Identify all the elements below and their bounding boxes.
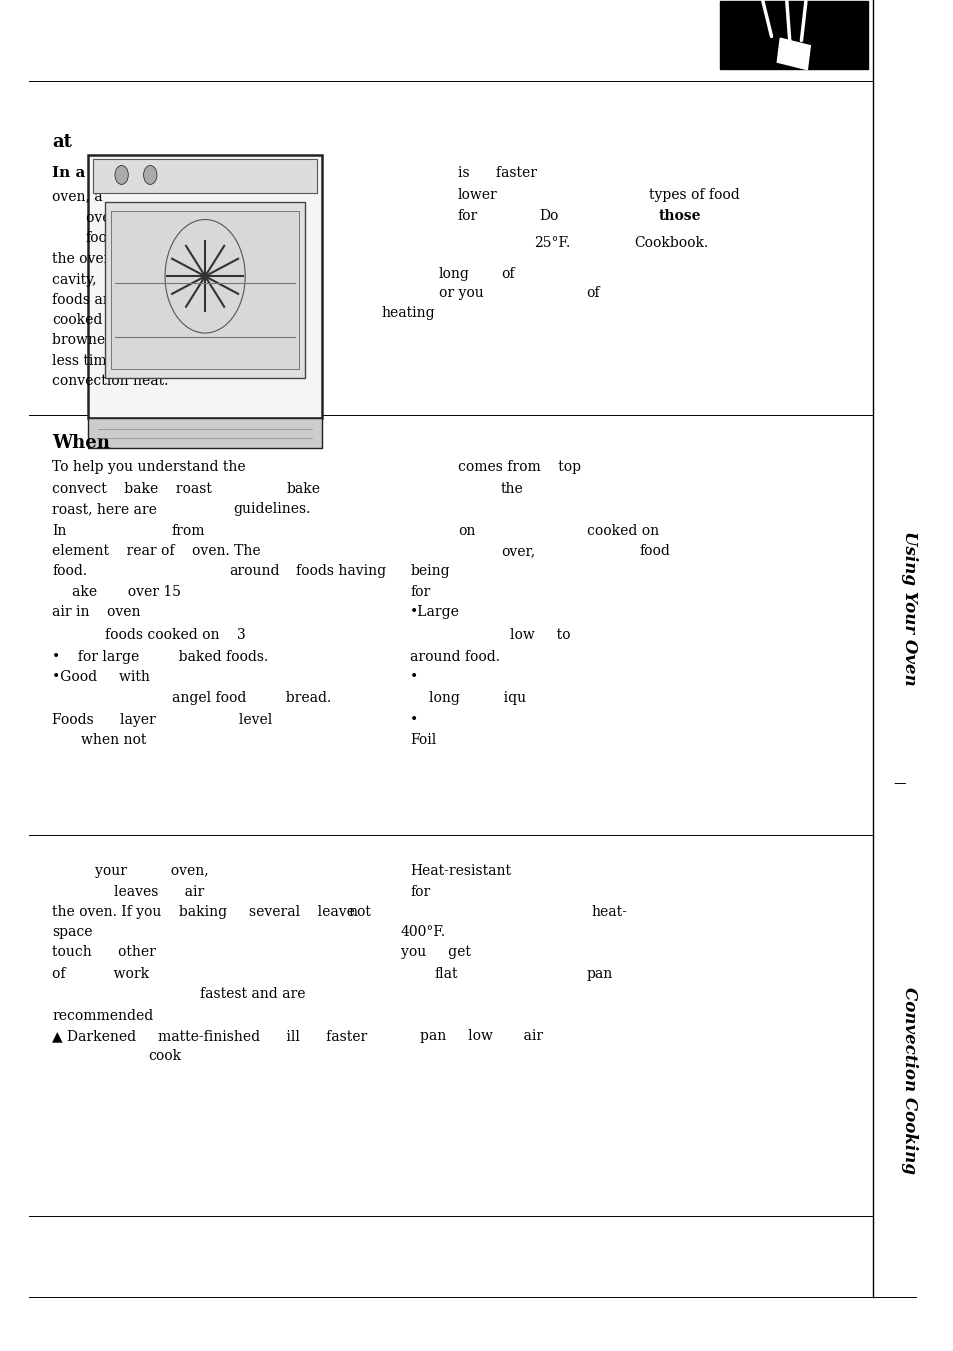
Text: when not: when not [81,734,147,747]
Text: those: those [658,209,700,223]
Text: roast, here are: roast, here are [52,503,157,516]
Text: Heat-resistant: Heat-resistant [410,865,511,878]
Text: 400°F.: 400°F. [400,925,445,939]
Text: element    rear of    oven. The: element rear of oven. The [52,544,261,558]
Text: around: around [229,565,279,578]
Text: for: for [410,885,430,898]
Text: •Large: •Large [410,605,459,619]
Text: lower: lower [457,188,497,201]
Bar [720,1,867,69]
Text: food.: food. [52,565,88,578]
Text: •: • [410,670,418,684]
Text: comes from    top: comes from top [457,461,580,474]
Text: cook: cook [148,1050,181,1063]
Bar [88,419,321,449]
Text: around food.: around food. [410,650,499,663]
Text: pan     low       air: pan low air [419,1029,542,1043]
Text: the: the [500,482,523,496]
Text: of: of [586,286,599,300]
Text: In a: In a [52,166,86,180]
Text: oven, a: oven, a [52,189,103,203]
Text: Cookbook.: Cookbook. [634,236,708,250]
Text: To help you understand the: To help you understand the [52,461,246,474]
Text: Convection Cooking: Convection Cooking [900,988,917,1174]
Text: your          oven,: your oven, [95,865,209,878]
Text: Foil: Foil [410,734,436,747]
Text: •    for large         baked foods.: • for large baked foods. [52,650,269,663]
Text: heat-: heat- [591,905,627,919]
Text: space: space [52,925,92,939]
Text: low     to: low to [510,628,570,642]
Text: types of food: types of food [648,188,739,201]
Text: —: — [892,777,905,790]
Text: over,: over, [500,544,535,558]
Text: guidelines.: guidelines. [233,503,311,516]
Text: of: of [500,267,514,281]
Text: or you: or you [438,286,483,300]
Text: is      faster: is faster [457,166,537,180]
Text: Using Your Oven: Using Your Oven [900,531,917,685]
Text: leaves      air: leaves air [114,885,205,898]
Text: angel food         bread.: angel food bread. [172,692,331,705]
Text: convection heat.: convection heat. [52,374,169,388]
Text: from: from [172,524,205,538]
Text: •: • [410,713,418,727]
Text: cooked: cooked [52,313,103,327]
Text: being: being [410,565,450,578]
Text: you     get: you get [400,946,470,959]
Text: When: When [52,434,111,453]
Text: the oven. If you    baking     several    leave: the oven. If you baking several leave [52,905,355,919]
Text: cavity,    a: cavity, a [52,273,123,286]
Text: the oven: the oven [52,253,113,266]
Bar [88,155,321,419]
Text: In: In [52,524,67,538]
Bar [92,159,316,193]
Text: ake       over 15: ake over 15 [71,585,180,598]
Bar [777,38,809,70]
Text: air in    oven: air in oven [52,605,141,619]
Text: Foods      layer                   level: Foods layer level [52,713,273,727]
Text: pan: pan [586,967,613,981]
Text: for: for [410,585,430,598]
Text: foods are: foods are [52,293,118,307]
Text: over, under and: over, under and [86,211,197,224]
Circle shape [143,166,156,185]
Text: touch      other: touch other [52,946,156,959]
Text: cooked on: cooked on [586,524,659,538]
Bar [111,211,298,369]
Text: not: not [348,905,371,919]
Text: for: for [457,209,477,223]
Text: bake: bake [286,482,320,496]
Circle shape [114,166,128,185]
Text: at: at [52,132,72,151]
Text: fastest and are: fastest and are [200,988,306,1001]
Text: foods cooked on    3: foods cooked on 3 [105,628,246,642]
Text: long: long [438,267,469,281]
Text: browned—often in: browned—often in [52,334,182,347]
Text: foods having: foods having [295,565,385,578]
Text: convect    bake    roast: convect bake roast [52,482,213,496]
Text: of           work: of work [52,967,150,981]
Text: heating: heating [381,307,435,320]
Text: less time with: less time with [52,354,151,367]
Text: flat: flat [434,967,457,981]
Text: long          iqu: long iqu [429,692,526,705]
Bar [105,201,305,377]
Text: on: on [457,524,475,538]
Text: food.: food. [86,231,121,245]
Text: recommended: recommended [52,1009,153,1023]
Text: Do: Do [538,209,558,223]
Text: ▲ Darkened     matte-finished      ill      faster: ▲ Darkened matte-finished ill faster [52,1029,367,1043]
Text: 25°F.: 25°F. [534,236,570,250]
Text: •Good     with: •Good with [52,670,151,684]
Text: food: food [639,544,669,558]
